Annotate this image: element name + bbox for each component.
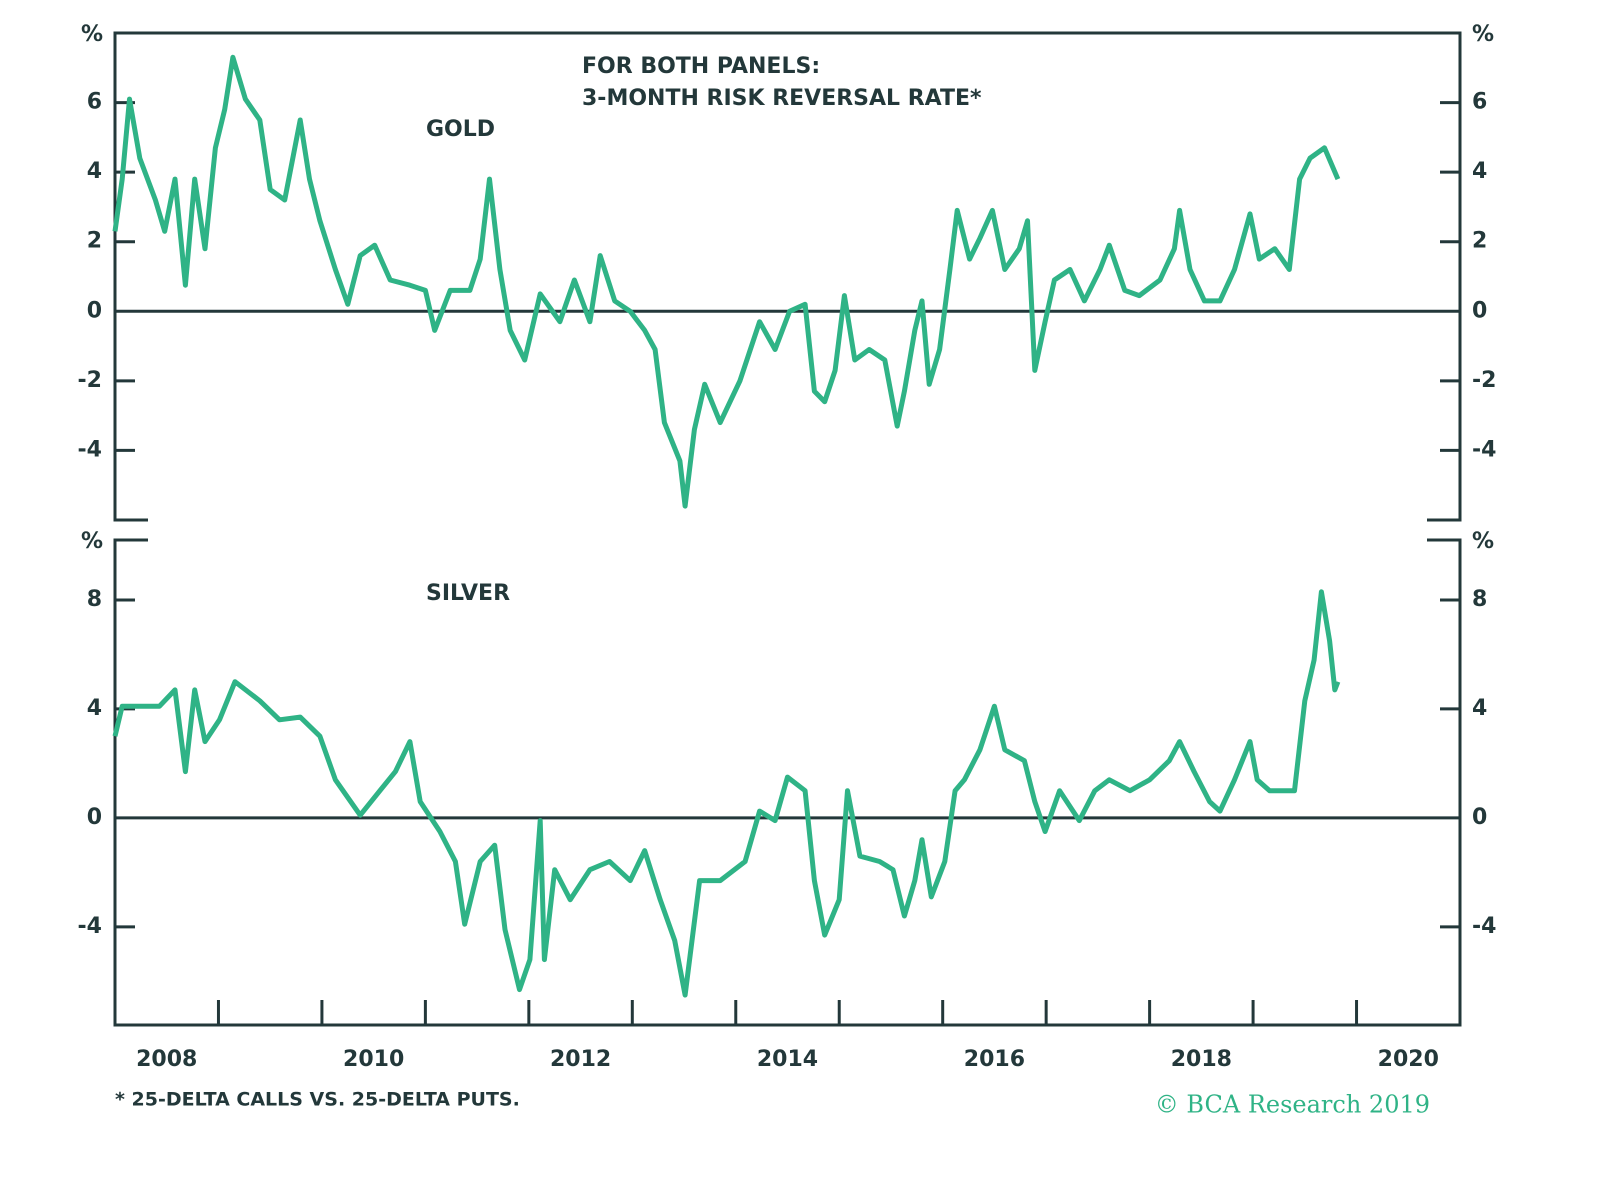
- y-tick-label: 0: [87, 805, 102, 830]
- y-tick-label: 0: [87, 298, 102, 323]
- x-tick-label: 2012: [550, 1047, 611, 1072]
- footnote: * 25-DELTA CALLS VS. 25-DELTA PUTS.: [115, 1089, 520, 1111]
- x-tick-label: 2016: [964, 1047, 1025, 1072]
- y2-tick-label: -4: [1472, 437, 1496, 462]
- y2-axis-unit: %: [1472, 529, 1494, 554]
- y-tick-label: 2: [87, 229, 102, 254]
- source: © BCA Research 2019: [1155, 1091, 1430, 1119]
- x-tick-label: 2010: [343, 1047, 404, 1072]
- y-tick-label: -2: [78, 368, 102, 393]
- y-tick-label: 8: [87, 587, 102, 612]
- axis-frame: [113, 538, 1462, 1027]
- y2-axis-unit: %: [1472, 22, 1494, 47]
- x-tick-label: 2018: [1171, 1047, 1232, 1072]
- y2-tick-label: 8: [1472, 587, 1487, 612]
- x-tick-label: 2020: [1378, 1047, 1439, 1072]
- y2-tick-label: 4: [1472, 159, 1487, 184]
- y-tick-label: 4: [87, 159, 102, 184]
- series-label: SILVER: [426, 581, 510, 606]
- axis-frame: [113, 31, 1462, 522]
- y-tick-label: -4: [78, 437, 102, 462]
- y2-tick-label: 0: [1472, 298, 1487, 323]
- x-tick-label: 2014: [757, 1047, 818, 1072]
- y-tick-label: 4: [87, 696, 102, 721]
- y-tick-label: 6: [87, 90, 102, 115]
- y-axis-unit: %: [81, 529, 103, 554]
- chart-title: FOR BOTH PANELS:: [582, 54, 820, 79]
- y2-tick-label: 4: [1472, 696, 1487, 721]
- y2-tick-label: 6: [1472, 90, 1487, 115]
- series-label: GOLD: [426, 117, 495, 142]
- y2-tick-label: 0: [1472, 805, 1487, 830]
- y-axis-unit: %: [81, 22, 103, 47]
- data-line: [112, 589, 1341, 998]
- y2-tick-label: -2: [1472, 368, 1496, 393]
- x-tick-label: 2008: [136, 1047, 197, 1072]
- chart-subtitle: 3-MONTH RISK REVERSAL RATE*: [582, 86, 982, 111]
- y-tick-label: -4: [78, 914, 102, 939]
- y2-tick-label: 2: [1472, 229, 1487, 254]
- data-line: [112, 54, 1341, 509]
- y2-tick-label: -4: [1472, 914, 1496, 939]
